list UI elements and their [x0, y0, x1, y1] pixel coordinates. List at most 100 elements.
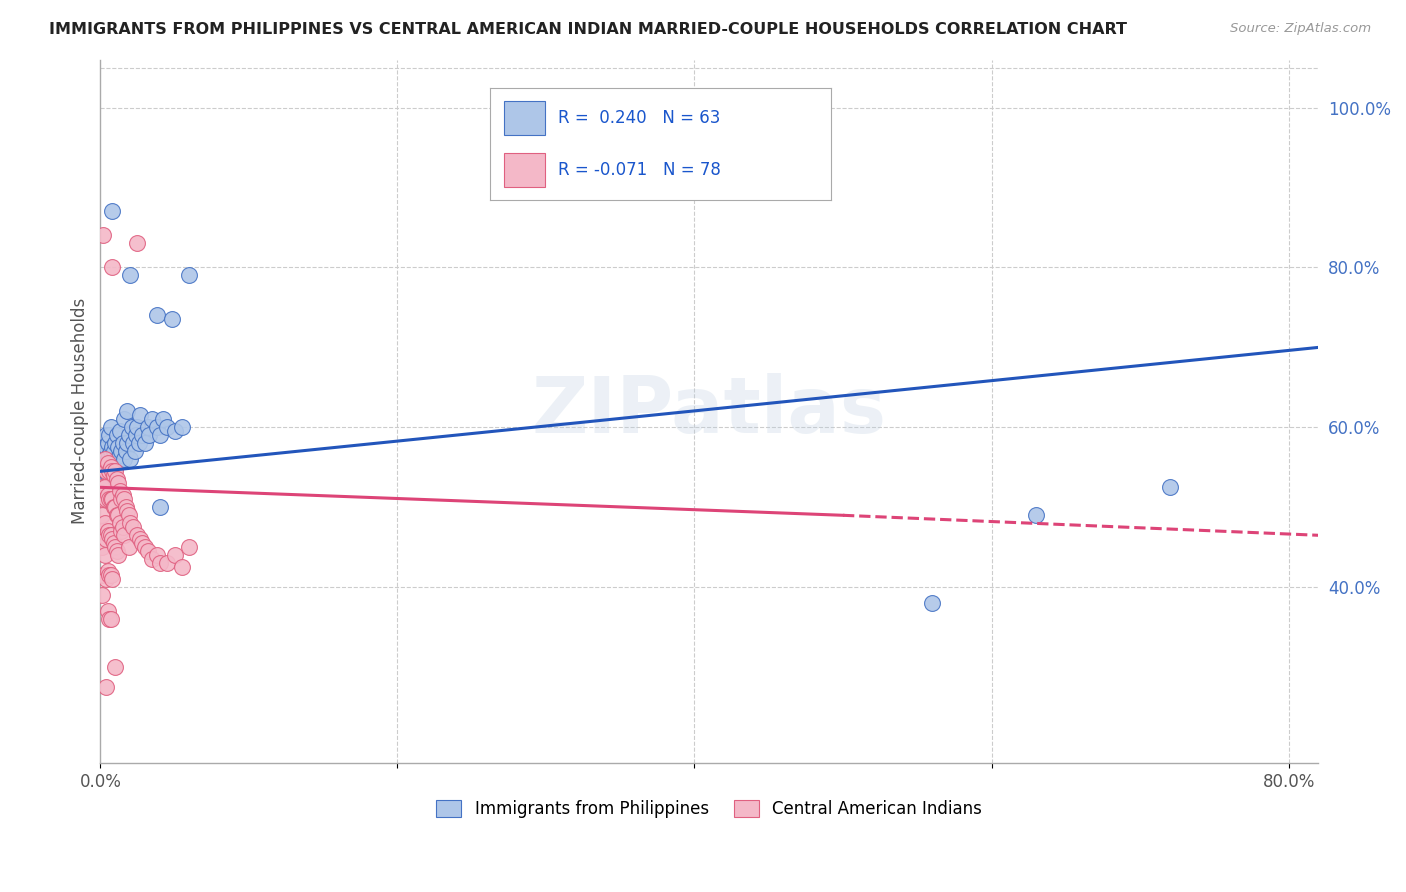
Point [170, 560, 193, 574]
Point [129, 533, 152, 547]
Point [127, 420, 149, 434]
Point [136, 420, 159, 434]
Legend: Immigrants from Philippines, Central American Indians: Immigrants from Philippines, Central Ame… [430, 794, 988, 825]
Point [112, 492, 135, 507]
Point [107, 508, 129, 523]
Point [111, 520, 134, 534]
Point [104, 436, 127, 450]
Point [100, 460, 122, 475]
Point [134, 541, 156, 555]
Point [115, 404, 138, 418]
Point [98, 492, 121, 507]
Point [110, 524, 132, 539]
Point [96, 680, 118, 694]
Point [103, 500, 125, 515]
Point [112, 528, 135, 542]
Point [127, 528, 149, 542]
Point [90, 588, 112, 602]
Point [146, 420, 169, 434]
Point [127, 236, 149, 251]
Point [1025, 508, 1047, 523]
Point [108, 516, 131, 531]
Point [100, 492, 122, 507]
Point [105, 472, 128, 486]
Point [117, 508, 139, 523]
Point [110, 444, 132, 458]
Point [120, 516, 142, 531]
Point [108, 484, 131, 499]
Point [105, 452, 128, 467]
Point [91, 568, 114, 582]
Point [101, 456, 124, 470]
Point [138, 428, 160, 442]
Point [149, 556, 172, 570]
Point [104, 500, 127, 515]
Point [149, 428, 172, 442]
Point [97, 452, 120, 467]
Point [101, 492, 124, 507]
Point [97, 488, 120, 502]
Point [100, 420, 122, 434]
Point [104, 460, 127, 475]
Point [107, 548, 129, 562]
Point [146, 309, 169, 323]
Point [101, 204, 124, 219]
Point [131, 428, 153, 442]
Point [105, 544, 128, 558]
Point [98, 528, 121, 542]
Point [103, 536, 125, 550]
Point [134, 436, 156, 450]
Point [121, 420, 143, 434]
Point [146, 548, 169, 562]
Point [117, 541, 139, 555]
Point [101, 260, 124, 275]
Point [163, 548, 186, 562]
Point [91, 456, 114, 470]
Point [107, 441, 129, 455]
Point [94, 516, 117, 531]
Point [98, 448, 121, 462]
Point [98, 464, 121, 478]
Point [91, 492, 114, 507]
Point [94, 448, 117, 462]
Point [111, 488, 134, 502]
Point [179, 268, 201, 283]
Point [96, 492, 118, 507]
Point [101, 464, 124, 478]
Point [136, 544, 159, 558]
Point [122, 436, 145, 450]
Point [163, 425, 186, 439]
Point [94, 452, 117, 467]
Point [125, 428, 148, 442]
Point [129, 409, 152, 423]
Point [98, 464, 121, 478]
Point [131, 536, 153, 550]
Point [100, 528, 122, 542]
Point [111, 436, 134, 450]
Point [104, 541, 127, 555]
Point [156, 420, 179, 434]
Point [96, 464, 118, 478]
Point [97, 436, 120, 450]
Text: Source: ZipAtlas.com: Source: ZipAtlas.com [1230, 22, 1371, 36]
Point [117, 428, 139, 442]
Point [100, 568, 122, 582]
Point [120, 268, 142, 283]
Point [101, 572, 124, 586]
Point [128, 436, 150, 450]
Point [170, 420, 193, 434]
Point [120, 452, 142, 467]
Point [96, 533, 118, 547]
Point [107, 476, 129, 491]
Point [122, 520, 145, 534]
Point [90, 464, 112, 478]
Point [96, 428, 118, 442]
Point [921, 596, 943, 610]
Point [103, 468, 125, 483]
Point [90, 480, 112, 494]
Point [90, 541, 112, 555]
Point [96, 441, 118, 455]
Point [94, 464, 117, 478]
Point [90, 508, 112, 523]
Point [105, 508, 128, 523]
